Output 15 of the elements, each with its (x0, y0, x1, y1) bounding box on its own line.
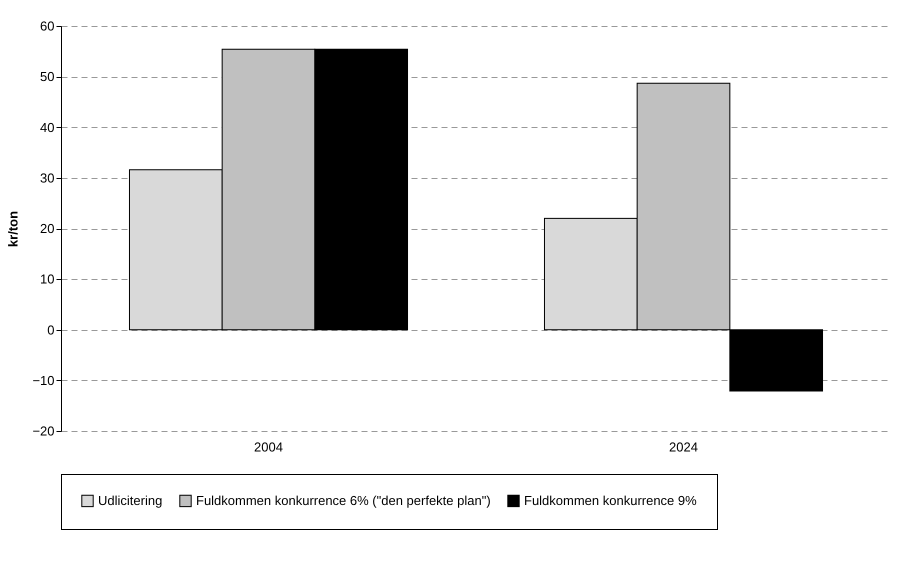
y-tick-label: 40 (40, 120, 54, 135)
y-tick-label: 50 (40, 69, 54, 84)
x-tick-label: 2004 (254, 440, 283, 454)
y-tick-label: 30 (40, 170, 54, 186)
y-tick-label: 0 (47, 322, 54, 338)
y-axis-title: kr/ton (5, 210, 20, 248)
y-tick-label: 10 (40, 272, 54, 287)
legend-label: Fuldkommen konkurrence 9% (524, 492, 698, 508)
y-tick-label: 20 (40, 221, 54, 236)
y-tick-label: −20 (32, 424, 54, 438)
y-tick-label: 60 (40, 18, 54, 34)
legend-label: Fuldkommen konkurrence 6% ("den perfekte plan") (196, 492, 491, 508)
y-tick-label: −10 (32, 372, 54, 388)
legend-label: Udlicitering (98, 492, 162, 508)
x-tick-label: 2024 (669, 440, 698, 454)
